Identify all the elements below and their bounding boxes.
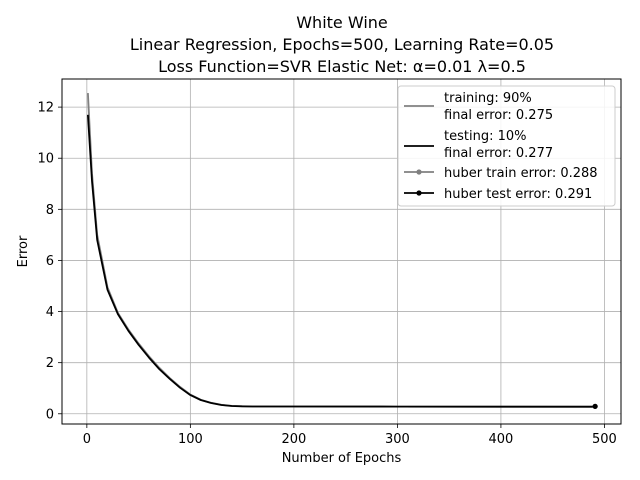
x-tick-label: 500 — [592, 432, 617, 447]
title-line-0: White Wine — [296, 13, 388, 32]
y-tick-label: 12 — [37, 101, 54, 116]
legend-marker-2 — [416, 169, 422, 175]
y-tick-label: 0 — [46, 407, 54, 422]
plot-area — [61, 78, 622, 425]
legend-entry-0: training: 90% final error: 0.275 — [444, 91, 553, 123]
legend-entry-2: huber train error: 0.288 — [444, 166, 598, 181]
y-tick-label: 8 — [46, 203, 54, 218]
y-tick-label: 4 — [46, 305, 54, 320]
y-tick-label: 2 — [46, 356, 54, 371]
x-axis-label: Number of Epochs — [282, 451, 402, 466]
y-tick-label: 10 — [37, 152, 54, 167]
legend-box — [397, 85, 616, 207]
series-lines — [87, 93, 598, 410]
x-tick-label: 300 — [385, 432, 410, 447]
series-line-1 — [87, 114, 596, 408]
y-axis-label: Error — [16, 235, 31, 267]
chart-title: White Wine Linear Regression, Epochs=500,… — [130, 13, 554, 76]
axis-ticks: 0 100 200 300 400 500 0 2 4 6 8 10 12 — [37, 101, 616, 447]
x-tick-label: 200 — [281, 432, 306, 447]
x-tick-label: 400 — [489, 432, 514, 447]
legend-entry-3: huber test error: 0.291 — [444, 187, 592, 202]
legend-marker-3 — [416, 190, 422, 196]
title-line-1: Linear Regression, Epochs=500, Learning … — [130, 35, 554, 54]
x-tick-label: 0 — [83, 432, 91, 447]
x-tick-label: 100 — [178, 432, 203, 447]
title-line-2: Loss Function=SVR Elastic Net: α=0.01 λ=… — [158, 57, 526, 76]
y-tick-label: 6 — [46, 254, 54, 269]
series-point-3 — [592, 403, 598, 409]
legend: training: 90% final error: 0.275 testing: … — [397, 85, 616, 207]
legend-entry-1: testing: 10% final error: 0.277 — [444, 129, 553, 161]
